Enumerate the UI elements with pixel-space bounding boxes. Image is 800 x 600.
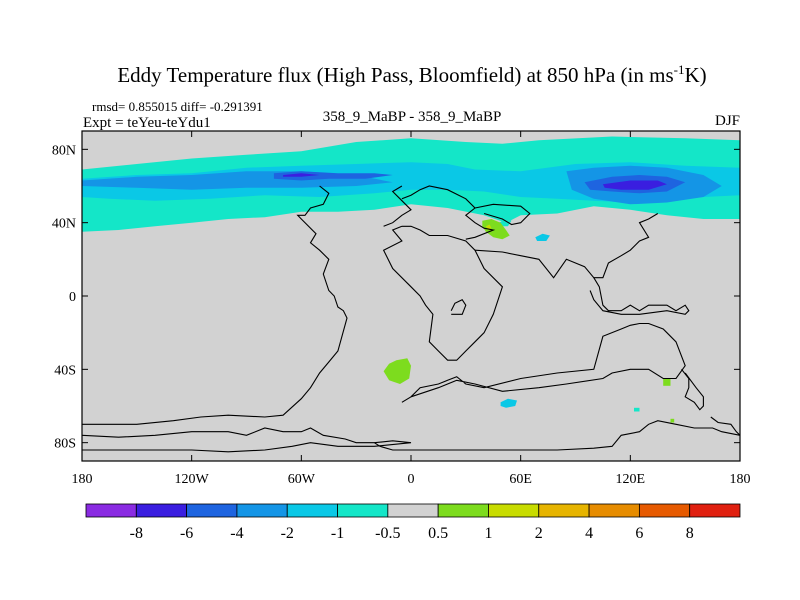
map-panel: 180 120W 60W 0 60E 120E 180 80N 40N 0 40S 80S: [52, 130, 751, 487]
coastline-0: [82, 185, 348, 425]
colorbar-label-1: -6: [180, 525, 193, 542]
colorbar-swatch-4: [286, 503, 338, 518]
contour-region-7: [602, 180, 667, 190]
contour-region-6: [283, 173, 320, 177]
colorbar-swatch-5: [337, 503, 389, 518]
y-tick-label-2: 0: [69, 290, 76, 305]
coastline-2: [374, 420, 741, 451]
colorbar-swatch-10: [588, 503, 640, 518]
coastline-10: [681, 368, 704, 411]
colorbar-swatch-6: [387, 503, 439, 518]
x-tick-label-3: 0: [408, 472, 415, 487]
chart-title-superscript: -1: [674, 62, 685, 77]
coastline-8: [474, 213, 659, 279]
coastline-12: [450, 298, 467, 315]
colorbar-swatch-7: [437, 503, 489, 518]
coastline-9: [589, 277, 690, 315]
coastline-11: [710, 416, 741, 436]
y-tick-label-3: 40S: [54, 363, 76, 378]
colorbar: -8 -6 -4 -2 -1 -0.5 0.5 1 2 4 6 8: [85, 503, 741, 542]
colorbar-label-8: 2: [535, 525, 543, 542]
colorbar-label-11: 8: [686, 525, 694, 542]
x-tick-label-0: 180: [72, 472, 93, 487]
contour-region-10: [500, 398, 517, 408]
x-tick-label-6: 180: [730, 472, 751, 487]
colorbar-swatch-11: [638, 503, 691, 518]
x-tick-label-5: 120E: [616, 472, 646, 487]
colorbar-swatch-2: [186, 503, 238, 518]
colorbar-label-2: -4: [230, 525, 243, 542]
coastline-4: [382, 225, 504, 361]
colorbar-swatch-1: [135, 503, 188, 518]
colorbar-swatch-3: [236, 503, 288, 518]
coastline-5: [383, 185, 412, 227]
contour-region-14: [663, 378, 671, 386]
colorbar-swatch-0: [85, 503, 137, 518]
colorbar-label-7: 1: [484, 525, 492, 542]
contour-region-13: [383, 358, 411, 384]
colorbar-label-10: 6: [635, 525, 643, 542]
contour-region-16: [670, 418, 675, 423]
coastline-3: [401, 322, 686, 403]
colorbar-label-3: -2: [281, 525, 294, 542]
x-tick-label-2: 60W: [288, 472, 316, 487]
colorbar-swatch-12: [689, 503, 741, 518]
colorbar-label-6: 0.5: [428, 525, 448, 542]
y-tick-label-0: 80N: [52, 143, 76, 158]
coastline-7: [474, 203, 531, 226]
stats-label: rmsd= 0.855015 diff= -0.291391: [92, 99, 263, 114]
y-tick-label-4: 80S: [54, 437, 76, 452]
contour-region-11: [482, 219, 510, 240]
colorbar-label-0: -8: [130, 525, 143, 542]
contour-region-15: [634, 407, 640, 412]
colorbar-label-9: 4: [585, 525, 593, 542]
colorbar-label-5: -0.5: [375, 525, 400, 542]
colorbar-swatch-9: [538, 503, 590, 518]
chart-title: Eddy Temperature flux (High Pass, Bloomf…: [117, 62, 706, 87]
y-tick-label-1: 40N: [52, 217, 76, 232]
colorbar-swatch-8: [488, 503, 540, 518]
x-tick-label-1: 120W: [175, 472, 210, 487]
experiment-label: Expt = teYeu-teYdu1: [83, 115, 211, 131]
x-tick-label-4: 60E: [509, 472, 532, 487]
contour-region-8: [535, 233, 550, 241]
coastline-1: [81, 427, 412, 453]
center-label: 358_9_MaBP - 358_9_MaBP: [323, 109, 502, 125]
season-label: DJF: [715, 113, 740, 129]
colorbar-label-4: -1: [331, 525, 344, 542]
